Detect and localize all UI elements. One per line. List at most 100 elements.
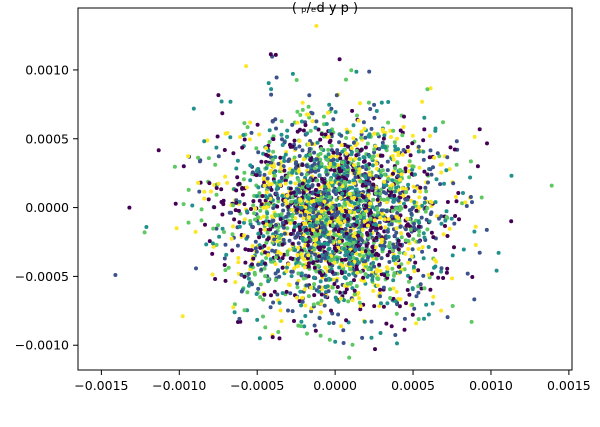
scatter-point [402, 114, 406, 119]
scatter-point [267, 171, 272, 176]
scatter-point [380, 168, 385, 173]
scatter-point [359, 129, 364, 134]
scatter-point [293, 248, 298, 253]
scatter-point [250, 282, 254, 287]
scatter-point [264, 222, 269, 227]
scatter-point [357, 167, 362, 172]
scatter-point [329, 308, 333, 313]
scatter-point [283, 152, 288, 157]
scatter-point [427, 155, 432, 160]
scatter-point [279, 212, 284, 217]
scatter-point [355, 208, 360, 213]
plot-frame [77, 7, 573, 371]
scatter-point [352, 231, 357, 236]
scatter-point [379, 272, 384, 277]
scatter-point [258, 208, 263, 213]
scatter-point [379, 164, 384, 169]
scatter-point [340, 191, 345, 196]
scatter-point [354, 187, 359, 192]
scatter-point [396, 238, 401, 243]
scatter-point [290, 241, 295, 246]
scatter-point [300, 107, 305, 112]
scatter-point [367, 69, 372, 74]
scatter-point [384, 321, 389, 326]
scatter-point [406, 239, 411, 243]
scatter-point [352, 259, 357, 264]
scatter-point [265, 195, 270, 200]
scatter-point [368, 201, 373, 206]
scatter-point [356, 233, 361, 238]
scatter-point [246, 248, 251, 252]
scatter-point [406, 182, 411, 187]
scatter-point [413, 260, 418, 265]
scatter-point [193, 229, 198, 234]
scatter-point [345, 130, 350, 135]
scatter-point [413, 172, 417, 177]
scatter-point [357, 247, 362, 252]
scatter-point [257, 132, 262, 137]
scatter-point [339, 324, 344, 329]
scatter-point [333, 271, 338, 276]
scatter-point [249, 248, 254, 253]
scatter-point [369, 186, 374, 191]
scatter-point [332, 282, 337, 286]
scatter-point [375, 206, 380, 211]
scatter-point [331, 277, 336, 282]
scatter-point [275, 185, 280, 190]
scatter-point [342, 187, 347, 191]
scatter-point [335, 257, 340, 262]
scatter-point [252, 270, 257, 275]
scatter-point [331, 154, 336, 159]
scatter-point [345, 164, 350, 169]
scatter-point [328, 219, 333, 224]
scatter-point [234, 200, 239, 205]
scatter-point [496, 250, 501, 255]
scatter-point [289, 274, 294, 279]
scatter-point [406, 260, 411, 265]
scatter-point [416, 224, 421, 229]
scatter-point [362, 319, 367, 324]
scatter-point [460, 201, 465, 206]
scatter-point [346, 214, 351, 219]
scatter-point [403, 166, 408, 171]
scatter-point [299, 119, 304, 124]
scatter-point [348, 256, 353, 260]
scatter-point [350, 191, 355, 196]
scatter-point [439, 308, 444, 313]
scatter-point [272, 203, 277, 208]
scatter-point [294, 78, 299, 82]
scatter-point [340, 209, 345, 214]
scatter-point [345, 223, 350, 228]
scatter-point [327, 184, 332, 189]
scatter-point [318, 279, 323, 284]
scatter-point [317, 254, 322, 259]
scatter-point [308, 208, 313, 213]
scatter-point [265, 162, 270, 167]
scatter-point [381, 285, 386, 290]
scatter-point [444, 270, 449, 275]
scatter-point [238, 135, 243, 139]
scatter-point [334, 298, 339, 302]
scatter-point [252, 211, 257, 216]
scatter-point [337, 202, 341, 207]
scatter-point [321, 114, 326, 119]
scatter-point [417, 229, 422, 234]
scatter-point [173, 201, 178, 206]
scatter-point [262, 243, 267, 248]
scatter-point [311, 228, 316, 233]
scatter-point [393, 261, 398, 266]
scatter-point [389, 214, 394, 219]
scatter-point [286, 262, 291, 267]
scatter-point [408, 276, 413, 280]
scatter-point [237, 220, 242, 225]
scatter-point [398, 270, 403, 275]
scatter-point [326, 147, 331, 152]
scatter-point [313, 125, 318, 130]
scatter-point [326, 255, 331, 260]
scatter-point [278, 308, 283, 313]
scatter-point [438, 182, 443, 187]
scatter-point [385, 197, 390, 202]
scatter-point [254, 173, 259, 178]
scatter-point [259, 267, 264, 272]
scatter-point [468, 159, 473, 164]
